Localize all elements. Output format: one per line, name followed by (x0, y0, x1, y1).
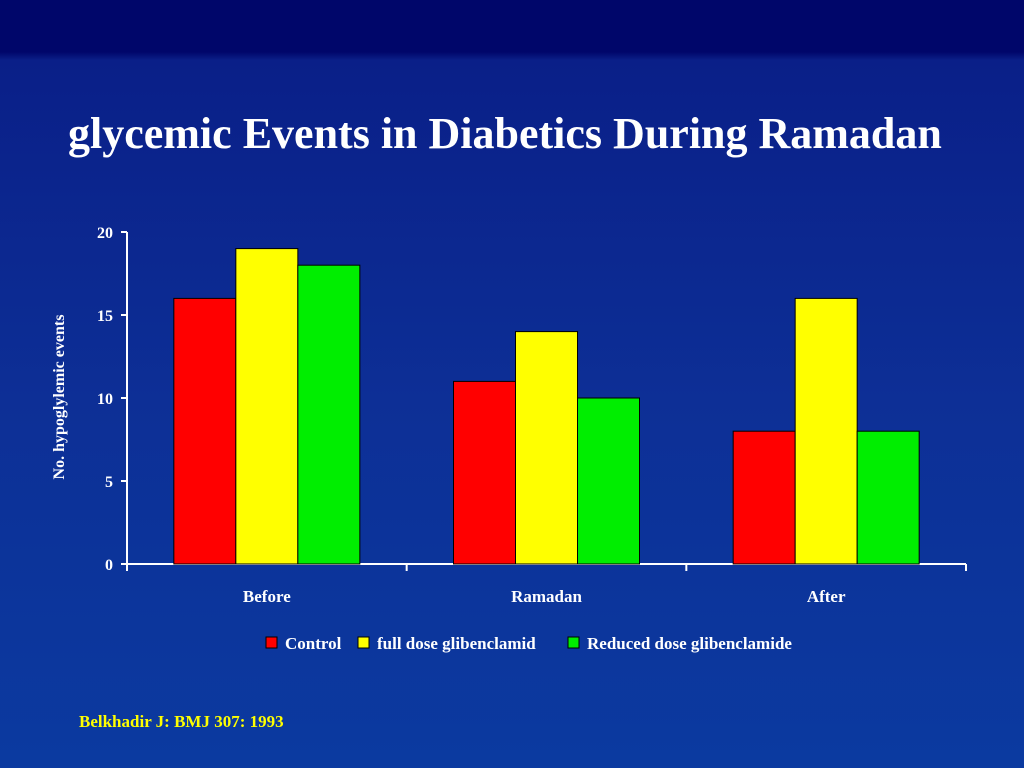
chart-tick-labels: 0 5 10 15 20 Before Ramadan After (97, 225, 846, 606)
bar-after-series-1 (732, 430, 796, 565)
bar-after-series-3 (856, 430, 920, 565)
legend-swatch (567, 636, 580, 649)
legend-label: Control (285, 634, 342, 653)
x-tick-label: After (807, 587, 846, 606)
x-tick-label: Ramadan (511, 587, 582, 606)
x-tick-label: Before (243, 587, 291, 606)
legend-label: full dose glibenclamid (377, 634, 536, 653)
slide-title: glycemic Events in Diabetics During Rama… (68, 109, 942, 158)
bar-before-series-1 (173, 297, 237, 565)
bar-ramadan-series-3 (577, 397, 640, 565)
y-tick-label: 10 (97, 391, 113, 408)
legend-label: Reduced dose glibenclamide (587, 634, 792, 653)
y-tick-label: 5 (105, 474, 113, 491)
y-axis-label: No. hypoglylemic events (51, 315, 68, 480)
y-tick-label: 15 (97, 308, 113, 325)
y-tick-label: 20 (97, 225, 113, 242)
bar-before-series-2 (235, 248, 299, 565)
bar-ramadan-series-1 (453, 380, 516, 565)
y-tick-label: 0 (105, 557, 113, 574)
bar-ramadan-series-2 (515, 331, 578, 565)
citation: Belkhadir J: BMJ 307: 1993 (79, 712, 284, 731)
chart-legend: Control full dose glibenclamid Reduced dos… (265, 634, 792, 653)
legend-swatch (265, 636, 278, 649)
bar-after-series-2 (794, 297, 858, 565)
legend-swatch (357, 636, 370, 649)
bar-before-series-3 (297, 264, 361, 565)
chart-bars (173, 248, 920, 565)
